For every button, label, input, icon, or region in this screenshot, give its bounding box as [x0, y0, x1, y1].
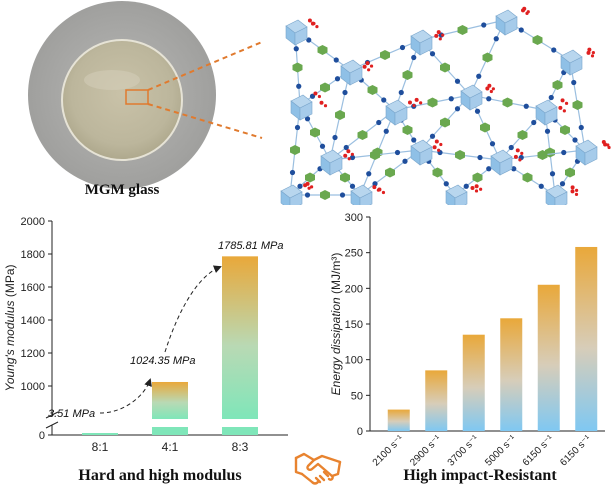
glass-disk [61, 39, 183, 161]
x-tick-label: 2900 s⁻¹ [408, 433, 444, 469]
zoom-connector-bottom [147, 103, 263, 139]
y-tick-label: 250 [345, 248, 363, 260]
x-tick-label: 8:3 [232, 440, 249, 454]
bar-3 [500, 318, 523, 431]
x-tick-label: 3700 s⁻¹ [446, 433, 482, 469]
x-tick-label: 8:1 [92, 440, 109, 454]
x-tick-label: 4:1 [162, 440, 179, 454]
y-tick-label: 1800 [21, 249, 45, 261]
molecular-network [280, 6, 611, 205]
handshake-icon [294, 452, 342, 485]
bar-0 [387, 409, 410, 431]
right-chart-title: High impact-Resistant [403, 467, 557, 484]
zoom-box [125, 89, 149, 105]
y-tick-label: 1000 [21, 381, 45, 393]
top-illustration [28, 1, 611, 205]
y-tick-label: 0 [357, 426, 363, 438]
sample-caption: MGM glass [84, 182, 160, 198]
x-tick-label: 6150 s⁻¹ [558, 433, 594, 469]
y-tick-label: 150 [345, 319, 363, 331]
bar-8:1 [82, 433, 118, 435]
disk-highlight [84, 70, 140, 90]
x-tick-label: 5000 s⁻¹ [483, 433, 519, 469]
trend-arrow [99, 378, 152, 414]
y-tick-label: 0 [39, 430, 45, 442]
youngs-modulus-chart: 2000 1800 1600 1400 1200 1000 0 Young's modulus… [3, 216, 288, 454]
value-label: 1785.81 MPa [218, 240, 283, 252]
axis-break-mark [45, 421, 59, 429]
axis-break-mark [45, 411, 59, 419]
value-label: 1024.35 MPa [130, 355, 195, 367]
bar-2 [462, 334, 485, 431]
trend-arrow [164, 265, 222, 353]
y-tick-label: 300 [345, 212, 363, 224]
value-label: 3.51 MPa [48, 408, 95, 420]
bar-base-8:3 [222, 427, 258, 435]
x-tick-label: 2100 s⁻¹ [371, 433, 407, 469]
y-axis-label: Young's modulus (MPa) [3, 264, 17, 391]
y-tick-label: 1400 [21, 315, 45, 327]
y-tick-label: 1200 [21, 348, 45, 360]
y-tick-label: 2000 [21, 216, 45, 228]
bar-8:3 [222, 256, 258, 419]
bar-5 [575, 246, 598, 431]
bar-base-4:1 [152, 427, 188, 435]
y-axis-label: Energy dissipation (MJ/m³) [330, 253, 343, 396]
x-tick-label: 6150 s⁻¹ [521, 433, 557, 469]
y-tick-label: 100 [345, 355, 363, 367]
bar-4:1 [152, 381, 188, 419]
bar-1 [425, 370, 448, 431]
bar-4 [537, 284, 560, 431]
zoom-connector-top [147, 41, 263, 91]
left-chart-title: Hard and high modulus [78, 467, 242, 484]
y-tick-label: 1600 [21, 282, 45, 294]
y-tick-label: 200 [345, 283, 363, 295]
y-tick-label: 50 [351, 390, 363, 402]
energy-dissipation-chart: 0 50 100 150 200 250 300 Energy dissipation (MJ… [330, 212, 605, 469]
